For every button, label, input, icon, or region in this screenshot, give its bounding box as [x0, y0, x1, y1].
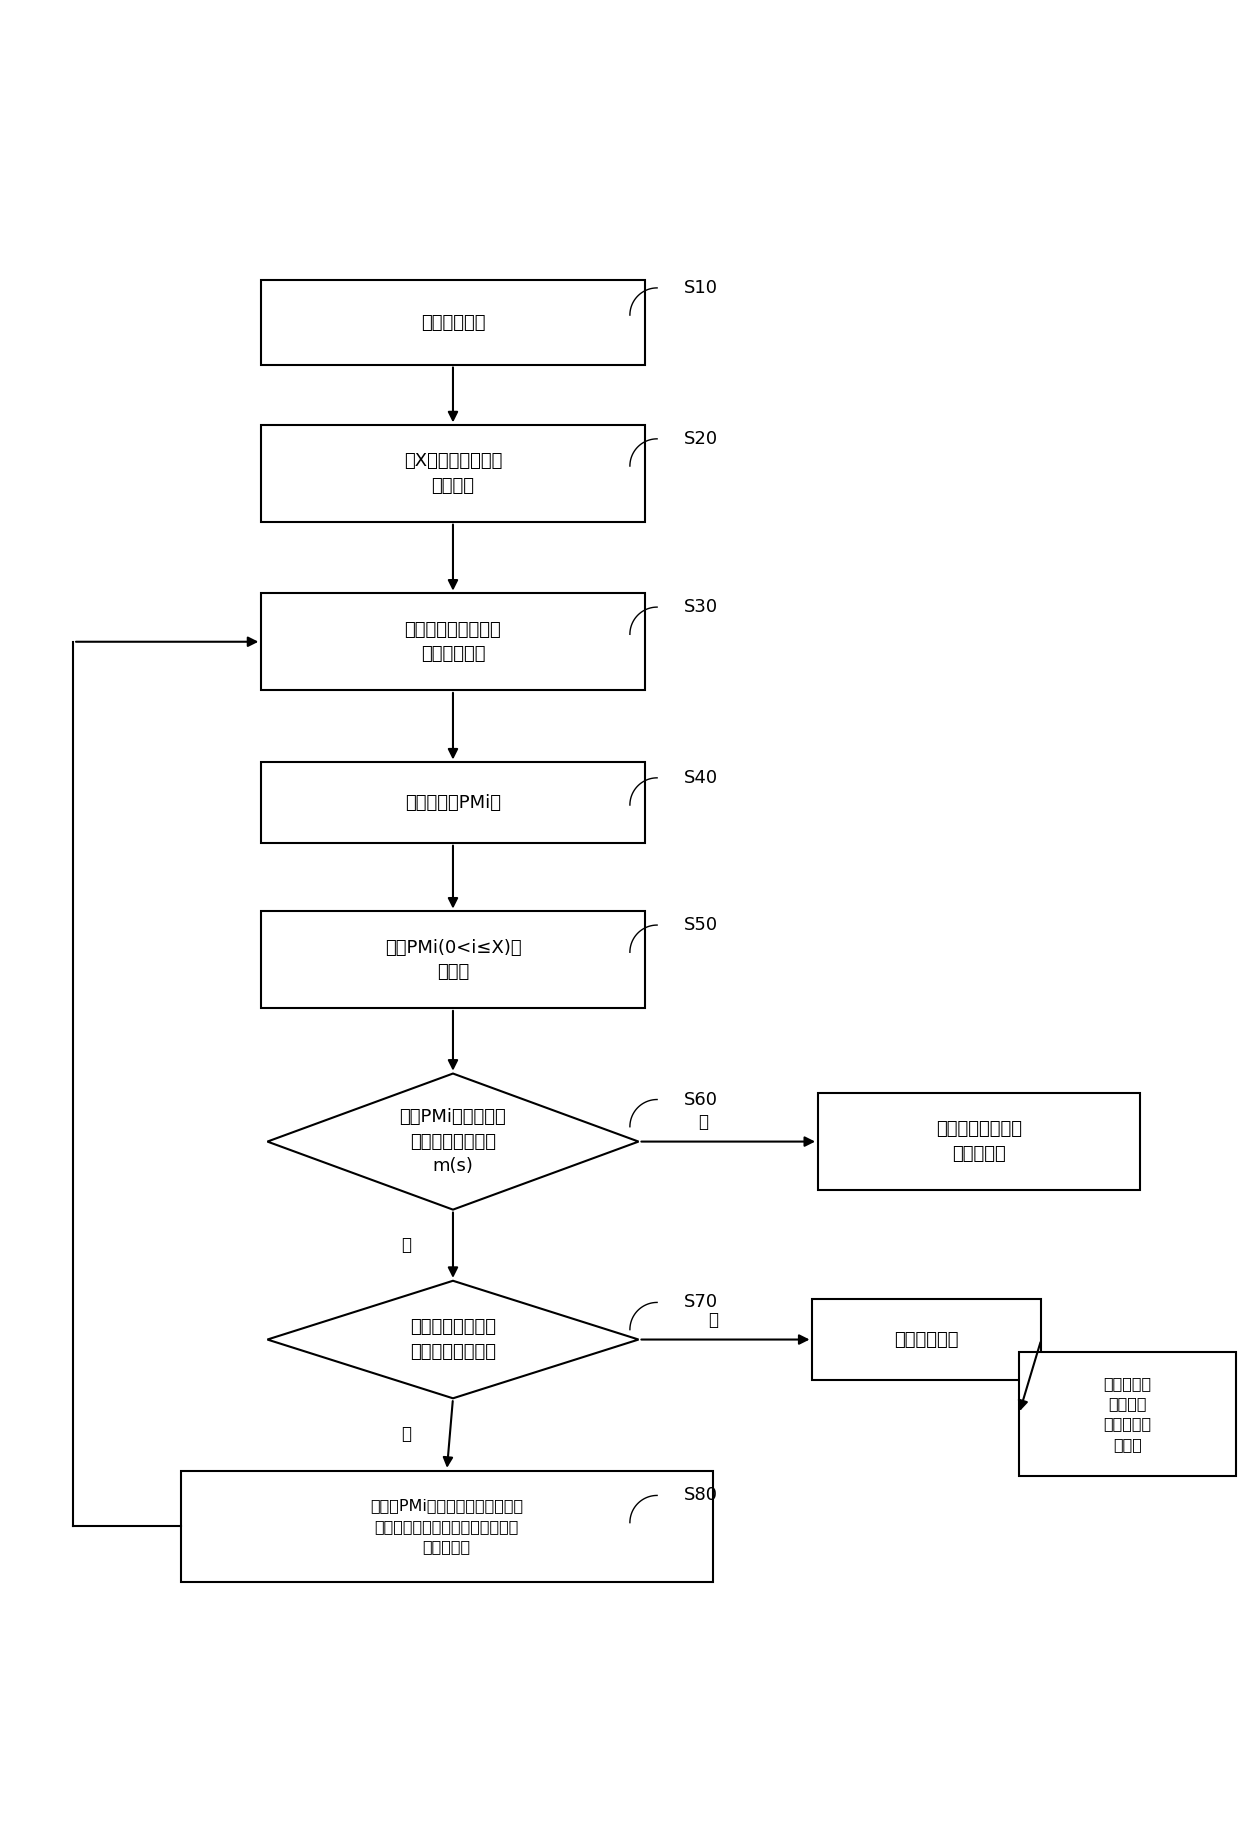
Polygon shape	[268, 1280, 639, 1398]
Bar	[262, 425, 645, 522]
Text: 将当前PMi中的硅片及下一片未离
开片盒的硅片做为输入重新计算硅
片传输序列: 将当前PMi中的硅片及下一片未离 开片盒的硅片做为输入重新计算硅 片传输序列	[371, 1499, 523, 1554]
Text: 判断PMi中的剩余工
艺时间小于或等于
m(s): 判断PMi中的剩余工 艺时间小于或等于 m(s)	[399, 1109, 506, 1175]
Text: S50: S50	[684, 916, 718, 934]
Polygon shape	[268, 1074, 639, 1210]
Text: S20: S20	[684, 430, 718, 449]
Text: S60: S60	[684, 1091, 718, 1109]
Text: 判断是否该制程的
全部硅片移出片盒: 判断是否该制程的 全部硅片移出片盒	[410, 1319, 496, 1361]
Text: 是: 是	[401, 1236, 410, 1254]
Text: S30: S30	[684, 598, 718, 616]
Text: 是: 是	[708, 1311, 718, 1330]
Text: 等待全部硅
片完成工
艺，工艺制
程结束: 等待全部硅 片完成工 艺，工艺制 程结束	[1104, 1376, 1151, 1451]
Bar	[818, 1094, 1140, 1190]
Text: 否: 否	[401, 1425, 410, 1444]
Bar	[262, 912, 645, 1008]
Bar	[262, 594, 645, 690]
Text: 取X片硅片参与传输
序列计算: 取X片硅片参与传输 序列计算	[404, 452, 502, 495]
Text: S80: S80	[684, 1486, 718, 1504]
Bar	[262, 281, 645, 364]
Bar	[812, 1300, 1042, 1379]
Bar	[1019, 1352, 1235, 1475]
Text: 不再发起重算: 不再发起重算	[894, 1331, 959, 1348]
Text: 硅片输送至PMi中: 硅片输送至PMi中	[405, 794, 501, 811]
Text: S10: S10	[684, 280, 718, 296]
Text: 否: 否	[698, 1113, 708, 1131]
Text: 控制PMi(0<i≤X)开
始工艺: 控制PMi(0<i≤X)开 始工艺	[384, 938, 521, 980]
Text: 控制机械手按照传输
序列开始取片: 控制机械手按照传输 序列开始取片	[404, 620, 501, 662]
Text: 下一片硅片继续在
片盒中等待: 下一片硅片继续在 片盒中等待	[936, 1120, 1022, 1162]
Text: S40: S40	[684, 769, 718, 787]
Text: 工艺制程开始: 工艺制程开始	[420, 313, 485, 331]
Bar	[262, 763, 645, 842]
Text: S70: S70	[684, 1293, 718, 1311]
Bar	[181, 1471, 713, 1582]
